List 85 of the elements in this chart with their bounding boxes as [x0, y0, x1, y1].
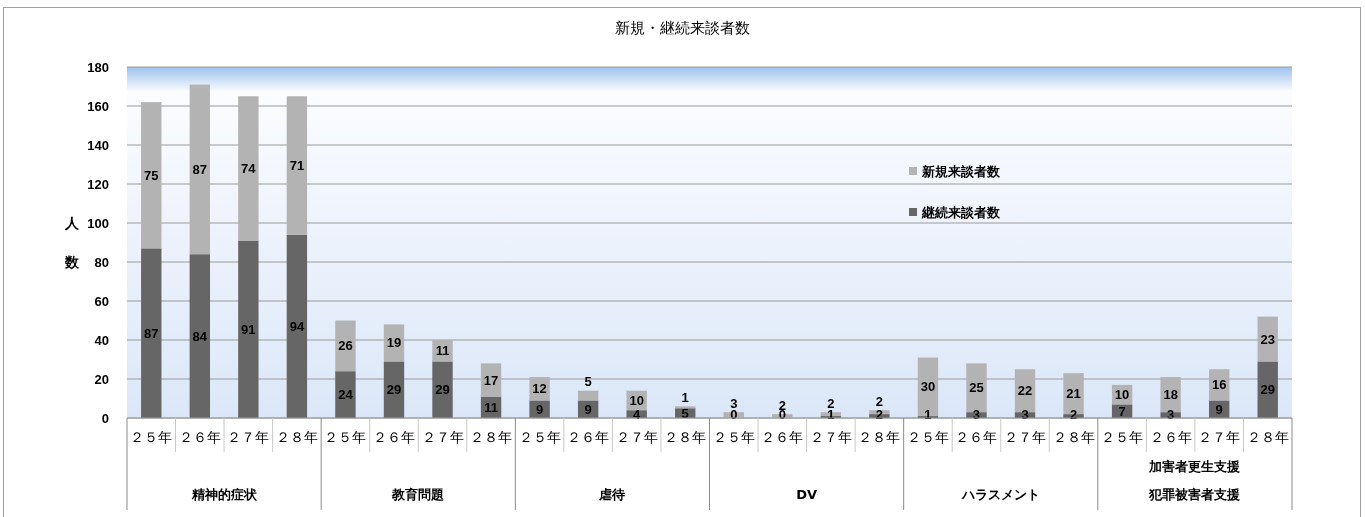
y-tick-label: 60 [94, 293, 109, 309]
data-label: 10 [629, 393, 644, 408]
text: 加害者更生支援犯罪被害者支援 [1148, 458, 1241, 502]
x-tick-label: ２８年 [1052, 428, 1095, 445]
data-label: 23 [1260, 331, 1275, 347]
data-label: 18 [1163, 387, 1178, 403]
data-label: 1 [924, 406, 932, 422]
data-label: 75 [144, 167, 159, 183]
legend-label: 新規来談者数 [921, 163, 1001, 179]
data-label: 30 [920, 379, 936, 395]
x-tick-label: ２６年 [761, 428, 804, 445]
text: 精神的症状 [190, 486, 258, 502]
data-label: 5 [681, 405, 689, 421]
y-tick-label: 40 [94, 332, 109, 348]
data-label: 21 [1066, 386, 1081, 402]
x-tick-label: ２８年 [858, 428, 901, 445]
x-tick-label: ２６年 [567, 428, 610, 445]
x-tick-label: ２７年 [1004, 428, 1047, 445]
text: ハラスメント [960, 486, 1040, 502]
x-tick-label: ２５年 [906, 428, 949, 445]
y-tick-label: 100 [87, 215, 109, 231]
x-tick-label: ２６年 [372, 428, 415, 445]
data-label: 10 [1114, 387, 1130, 403]
x-tick-label: ２７年 [809, 428, 852, 445]
data-label: 26 [338, 338, 353, 354]
y-tick-label: 160 [87, 98, 109, 114]
y-tick-label: 0 [101, 410, 109, 426]
y-tick-label: 120 [87, 176, 109, 192]
x-tick-label: ２８年 [470, 428, 513, 445]
data-label: 84 [192, 328, 208, 344]
text: 人数 [65, 214, 79, 270]
legend-label: 継続来談者数 [921, 204, 1001, 220]
data-label: 3 [730, 395, 738, 411]
y-tick-label: 80 [94, 254, 109, 270]
y-tick-label: 140 [87, 137, 109, 153]
text: 虐待 [598, 486, 626, 502]
data-label: 17 [483, 372, 499, 388]
data-label: 16 [1211, 377, 1227, 393]
data-label: 12 [532, 381, 547, 397]
x-tick-label: ２５年 [518, 428, 561, 445]
text: 教育問題 [391, 486, 445, 502]
data-label: 11 [484, 399, 498, 415]
data-label: 94 [289, 318, 305, 334]
data-label: 24 [338, 387, 354, 403]
x-tick-label: ２５年 [712, 428, 755, 445]
x-tick-label: ２７年 [615, 428, 658, 445]
data-label: 5 [584, 374, 592, 390]
data-label: 1 [681, 389, 689, 405]
data-label: 87 [192, 161, 208, 177]
data-label: 2 [1069, 406, 1078, 422]
data-label: 4 [633, 406, 642, 422]
x-tick-label: ２７年 [227, 428, 270, 445]
data-label: 71 [289, 158, 305, 174]
data-label: 22 [1017, 383, 1033, 399]
x-tick-label: ２８年 [275, 428, 318, 445]
data-label: 74 [241, 160, 257, 176]
data-label: 9 [535, 401, 544, 417]
y-tick-label: 20 [94, 371, 109, 387]
chart-title: 新規・継続来談者数 [615, 19, 750, 37]
data-label: 9 [584, 401, 592, 417]
data-label: 2 [875, 393, 884, 409]
data-label: 9 [1215, 401, 1223, 417]
x-tick-label: ２７年 [1198, 428, 1241, 445]
data-label: 2 [827, 395, 835, 411]
data-label: 25 [969, 380, 984, 396]
x-tick-label: ２５年 [130, 428, 173, 445]
data-label: 19 [386, 335, 402, 351]
data-label: 29 [1260, 382, 1275, 398]
data-label: 29 [435, 382, 450, 398]
y-tick-label: 180 [87, 59, 109, 75]
data-label: 11 [435, 343, 450, 359]
x-tick-label: ２５年 [324, 428, 367, 445]
x-tick-label: ２６年 [955, 428, 998, 445]
data-label: 87 [144, 325, 159, 341]
data-label: 29 [386, 382, 402, 398]
x-tick-label: ２６年 [1149, 428, 1192, 445]
data-label: 7 [1118, 403, 1126, 419]
data-label: 2 [875, 406, 884, 422]
x-tick-label: ２６年 [178, 428, 221, 445]
text: DV [796, 486, 818, 502]
x-tick-label: ２５年 [1101, 428, 1144, 445]
x-tick-label: ２７年 [421, 428, 464, 445]
data-label: 91 [241, 321, 256, 337]
x-tick-label: ２８年 [1246, 428, 1289, 445]
x-tick-label: ２８年 [664, 428, 707, 445]
